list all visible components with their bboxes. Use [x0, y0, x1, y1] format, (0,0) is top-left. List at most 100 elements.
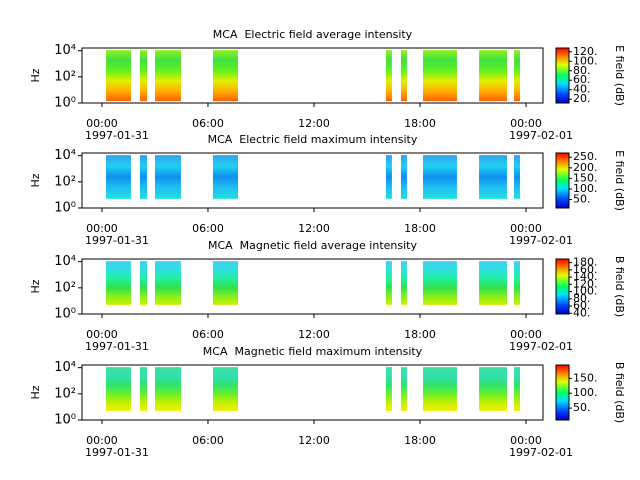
- y-tick-label: 10⁰: [54, 307, 76, 322]
- spectrogram-block: [154, 155, 181, 199]
- spectrogram-block: [154, 50, 181, 102]
- spectrogram-block: [385, 367, 392, 411]
- spectrogram-block: [106, 50, 131, 102]
- spectrogram-block: [154, 367, 181, 411]
- spectrogram-block: [106, 155, 131, 199]
- spectrogram-block: [479, 367, 507, 411]
- spectrogram-block: [139, 50, 148, 102]
- colorbar-tick-label: 100.: [573, 182, 598, 195]
- x-date-label: 1997-01-31: [85, 129, 149, 142]
- colorbar: [555, 364, 570, 421]
- y-axis-label: Hz: [29, 279, 42, 293]
- colorbar-tick-label: 140.: [573, 270, 598, 283]
- spectrogram-block: [423, 155, 457, 199]
- spectrogram-block: [139, 367, 148, 411]
- x-date-label: 1997-02-01: [509, 129, 573, 142]
- spectrogram-block: [106, 367, 131, 411]
- colorbar-tick-label: 20.: [573, 92, 591, 105]
- spectrogram-block: [385, 50, 392, 102]
- spectrogram-block: [212, 155, 239, 199]
- x-tick-label: 06:00: [192, 328, 224, 341]
- y-tick-label: 10⁴: [54, 148, 76, 163]
- spectrogram-block: [385, 261, 392, 305]
- x-tick-label: 06:00: [192, 434, 224, 447]
- y-tick-label: 10⁰: [54, 413, 76, 428]
- x-tick-label: 00:00: [86, 117, 118, 130]
- x-tick-label: 00:00: [510, 434, 542, 447]
- spectrogram-block: [479, 50, 507, 102]
- colorbar-tick-label: 100.: [573, 285, 598, 298]
- colorbar-label: E field (dB): [613, 150, 626, 211]
- colorbar-tick-label: 60.: [573, 299, 591, 312]
- spectrogram-block: [479, 261, 507, 305]
- x-date-label: 1997-01-31: [85, 340, 149, 353]
- colorbar-tick-label: 40.: [573, 306, 591, 319]
- y-tick-label: 10⁰: [54, 201, 76, 216]
- spectrogram-block: [400, 367, 407, 411]
- colorbar-tick-label: 150.: [573, 371, 598, 384]
- x-tick-label: 18:00: [404, 434, 436, 447]
- colorbar-tick-label: 150.: [573, 171, 598, 184]
- spectrogram-block: [400, 155, 407, 199]
- x-date-label: 1997-01-31: [85, 234, 149, 247]
- colorbar-tick-label: 50.: [573, 401, 591, 414]
- spectrogram-block: [400, 50, 407, 102]
- spectrogram-block: [139, 261, 148, 305]
- colorbar-tick-label: 40.: [573, 83, 591, 96]
- y-axis-label: Hz: [29, 68, 42, 82]
- x-tick-label: 12:00: [298, 328, 330, 341]
- y-axis-label: Hz: [29, 385, 42, 399]
- colorbar: [555, 152, 570, 209]
- y-tick-label: 10²: [54, 174, 76, 189]
- axes-frame: [81, 258, 544, 315]
- colorbar-label: B field (dB): [613, 362, 626, 423]
- spectrogram-block: [212, 261, 239, 305]
- x-tick-label: 06:00: [192, 117, 224, 130]
- spectrogram-block: [212, 367, 239, 411]
- panel-title: MCA Electric field maximum intensity: [208, 133, 418, 146]
- colorbar-tick-label: 50.: [573, 193, 591, 206]
- spectrogram-block: [479, 155, 507, 199]
- x-date-label: 1997-02-01: [509, 446, 573, 459]
- colorbar-label: E field (dB): [613, 45, 626, 106]
- panel-title: MCA Magnetic field maximum intensity: [203, 345, 423, 358]
- y-tick-label: 10²: [54, 69, 76, 84]
- colorbar: [555, 258, 570, 315]
- spectrogram-block: [514, 367, 521, 411]
- colorbar: [555, 47, 570, 104]
- spectrogram-block: [400, 261, 407, 305]
- colorbar-tick-label: 120.: [573, 45, 598, 58]
- y-tick-label: 10⁴: [54, 43, 76, 58]
- colorbar-tick-label: 160.: [573, 263, 598, 276]
- colorbar-tick-label: 60.: [573, 73, 591, 86]
- colorbar-tick-label: 80.: [573, 292, 591, 305]
- panel-title: MCA Magnetic field average intensity: [208, 239, 417, 252]
- colorbar-label: B field (dB): [613, 256, 626, 317]
- spectrogram-block: [385, 155, 392, 199]
- spectrogram-block: [423, 50, 457, 102]
- spectrogram-block: [514, 155, 521, 199]
- colorbar-tick-label: 100.: [573, 54, 598, 67]
- colorbar-tick-label: 120.: [573, 277, 598, 290]
- x-tick-label: 00:00: [510, 117, 542, 130]
- x-tick-label: 18:00: [404, 222, 436, 235]
- x-date-label: 1997-02-01: [509, 234, 573, 247]
- x-tick-label: 00:00: [510, 328, 542, 341]
- spectrogram-block: [514, 261, 521, 305]
- colorbar-tick-label: 80.: [573, 64, 591, 77]
- x-tick-label: 00:00: [86, 434, 118, 447]
- y-tick-label: 10⁴: [54, 360, 76, 375]
- x-tick-label: 18:00: [404, 328, 436, 341]
- x-tick-label: 00:00: [510, 222, 542, 235]
- colorbar-tick-label: 200.: [573, 161, 598, 174]
- x-tick-label: 06:00: [192, 222, 224, 235]
- x-date-label: 1997-02-01: [509, 340, 573, 353]
- x-date-label: 1997-01-31: [85, 446, 149, 459]
- spectrogram-block: [154, 261, 181, 305]
- axes-frame: [81, 152, 544, 209]
- spectrogram-block: [423, 261, 457, 305]
- panel-title: MCA Electric field average intensity: [213, 28, 413, 41]
- y-tick-label: 10²: [54, 386, 76, 401]
- y-tick-label: 10⁰: [54, 96, 76, 111]
